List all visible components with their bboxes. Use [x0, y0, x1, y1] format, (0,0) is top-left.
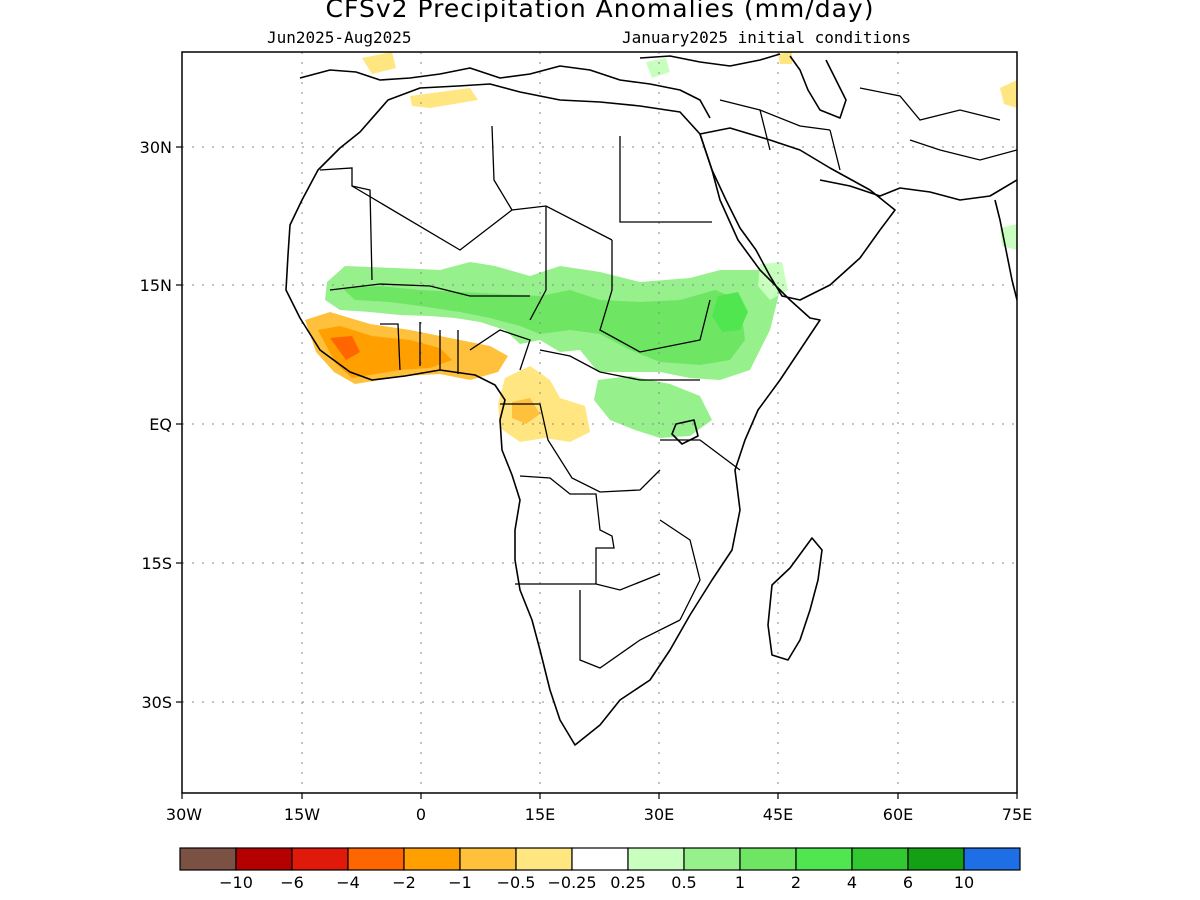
east-med-wet: [646, 58, 670, 78]
border-central-africa: [539, 349, 700, 381]
colorbar-swatch: [347, 847, 405, 871]
lat-label: 15N: [140, 276, 172, 295]
colorbar-label: 6: [903, 873, 913, 892]
initial-conditions: January2025 initial conditions: [622, 28, 911, 47]
lon-label: 45E: [763, 805, 793, 824]
guinea-coast-dry-strong: [330, 336, 360, 360]
border-west-africa: [380, 322, 459, 374]
border-afghanistan: [909, 139, 1017, 161]
mediterranean-north-coast: [299, 65, 711, 119]
forecast-period: Jun2025-Aug2025: [267, 28, 412, 47]
border-angola-namibia: [515, 573, 661, 591]
lon-label: 15E: [525, 805, 555, 824]
grid-lines: [182, 52, 1017, 793]
colorbar-label: −6: [280, 873, 304, 892]
tick-marks: [176, 146, 1018, 799]
colorbar-swatch: [291, 847, 349, 871]
colorbar-swatch: [459, 847, 517, 871]
border-drc-south: [519, 475, 615, 584]
colorbar-swatch: [851, 847, 909, 871]
caspian-coast: [789, 55, 847, 119]
india-coastline: [994, 199, 1017, 301]
border-algeria-mali: [351, 185, 613, 251]
central-africa-wet: [594, 376, 712, 438]
sahel-wet-band-mid: [342, 286, 745, 365]
anomaly-layer: [305, 52, 1017, 442]
country-borders: [319, 87, 1017, 669]
colorbar: −10 −6 −4 −2 −1 −0.5 −0.25 0.25 0.5 1 2 4 6 10: [179, 847, 1021, 892]
border-nigeria: [469, 329, 531, 371]
gabon-dry: [498, 366, 590, 442]
border-mauritania: [319, 167, 373, 281]
border-sudan: [599, 240, 711, 353]
lat-label: EQ: [149, 415, 172, 434]
colorbar-label: −0.25: [547, 873, 596, 892]
caspian-dry: [778, 52, 792, 64]
map-frame: [181, 51, 1018, 794]
colorbar-swatch: [571, 847, 629, 871]
map-title: CFSv2 Precipitation Anomalies (mm/day): [325, 0, 875, 23]
colorbar-label: 4: [847, 873, 857, 892]
tunisia-dry: [410, 88, 478, 108]
coastlines: [285, 53, 1017, 746]
colorbar-label: 2: [791, 873, 801, 892]
border-east-africa: [660, 439, 741, 471]
lat-label: 30N: [140, 138, 172, 157]
colorbar-label: 0.5: [671, 873, 696, 892]
border-southern-africa: [579, 590, 681, 669]
lat-label: 30S: [141, 693, 172, 712]
maghreb-dry: [362, 52, 396, 74]
colorbar-label: −4: [336, 873, 360, 892]
lat-label: 15S: [141, 554, 172, 573]
lon-label: 30W: [166, 805, 202, 824]
colorbar-swatch: [515, 847, 573, 871]
colorbar-swatch: [739, 847, 797, 871]
lon-label: 15W: [284, 805, 320, 824]
lon-label: 75E: [1002, 805, 1032, 824]
colorbar-label: −2: [392, 873, 416, 892]
border-mozambique: [659, 519, 701, 621]
colorbar-swatch: [179, 847, 237, 871]
border-sahel-strip: [329, 283, 530, 297]
colorbar-label: 1: [735, 873, 745, 892]
border-middle-east: [719, 99, 841, 171]
colorbar-swatch: [235, 847, 293, 871]
border-iran: [859, 87, 1001, 121]
border-congo: [500, 403, 661, 493]
colorbar-label: −10: [219, 873, 253, 892]
madagascar-coastline: [767, 537, 823, 661]
border-niger-chad: [529, 206, 547, 321]
colorbar-label: 0.25: [610, 873, 646, 892]
india-wet: [1000, 224, 1017, 250]
colorbar-swatch: [683, 847, 741, 871]
colorbar-swatch: [795, 847, 853, 871]
lon-label: 0: [416, 805, 426, 824]
persia-dry: [1000, 80, 1017, 108]
colorbar-swatch: [907, 847, 965, 871]
colorbar-label: −0.5: [497, 873, 536, 892]
colorbar-swatch: [403, 847, 461, 871]
ethiopia-wet-core: [712, 292, 748, 332]
black-sea-coast: [639, 53, 781, 67]
persian-gulf-coast: [819, 179, 1017, 201]
colorbar-swatch: [627, 847, 685, 871]
colorbar-label: −1: [448, 873, 472, 892]
colorbar-swatch: [963, 847, 1021, 871]
colorbar-label: 10: [954, 873, 974, 892]
border-libya: [491, 125, 513, 211]
arabia-coastline: [699, 127, 896, 301]
lon-label: 30E: [644, 805, 674, 824]
border-egypt: [619, 136, 712, 223]
lon-label: 60E: [883, 805, 913, 824]
